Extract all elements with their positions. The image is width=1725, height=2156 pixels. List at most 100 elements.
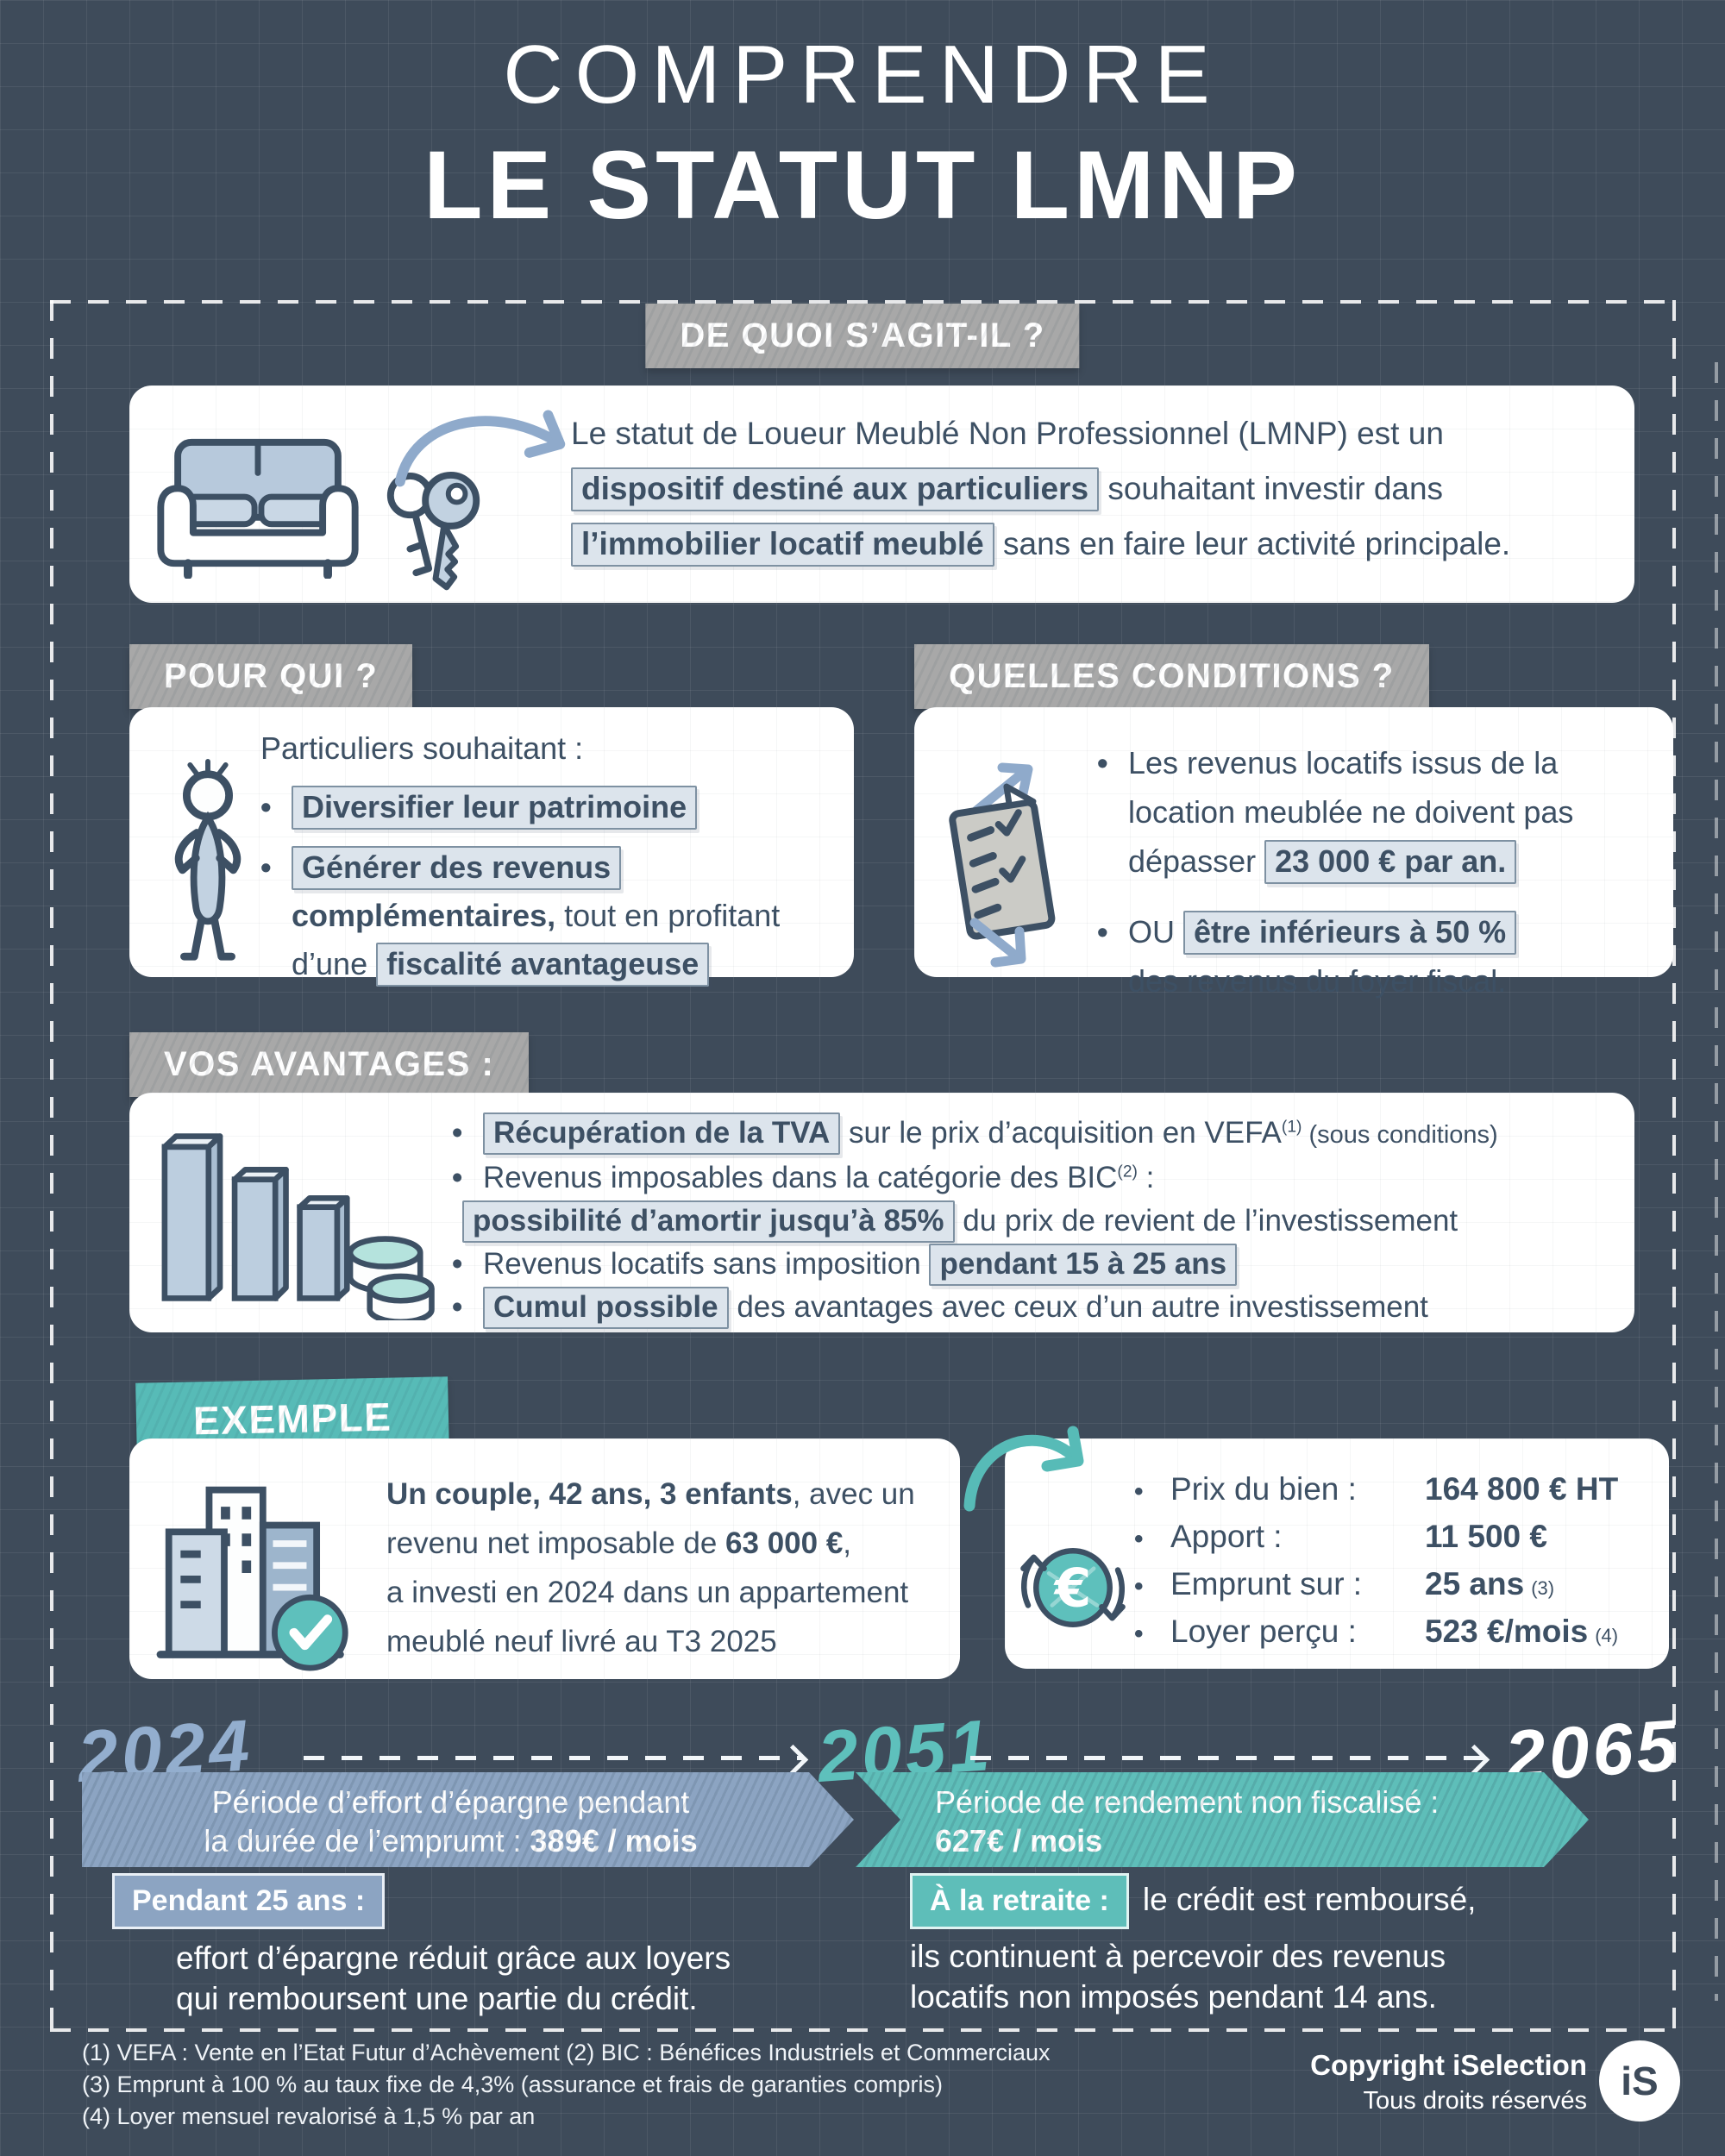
frame-left-dashed-line (50, 300, 53, 2030)
example-l2-pre: revenu net imposable de (386, 1526, 726, 1560)
example-line-3: a investi en 2024 dans un appartement (386, 1568, 915, 1617)
example-line-4: meublé neuf livré au T3 2025 (386, 1617, 915, 1666)
conditions-card: • Les revenus locatifs issus de la locati… (914, 707, 1673, 999)
row-value: 25 ans (1425, 1566, 1525, 1601)
adv-b1-rest: sur le prix d’acquisition en VEFA (840, 1116, 1282, 1150)
who-b2-pre: d’une (292, 946, 377, 981)
example-l1-rest: , avec un (792, 1477, 915, 1511)
who-bullet-2-line-3: d’une fiscalité avantageuse (260, 940, 780, 988)
teal-curved-arrow-icon (963, 1426, 1084, 1512)
advantages-card: • Récupération de la TVA sur le prix d’ac… (129, 1093, 1634, 1332)
footnote-1: (1) VEFA : Vente en l’Etat Futur d’Achèv… (82, 2040, 1051, 2065)
example-right-card: € • Prix du bien : 164 800 € HT • Apport : 1… (1005, 1438, 1669, 1669)
cond-bullet-2-line-2: des revenus du foyer fiscal. (1097, 956, 1573, 1006)
example-l1-bold: Un couple, 42 ans, 3 enfants (386, 1477, 793, 1511)
adv-highlight-1: Récupération de la TVA (483, 1112, 841, 1155)
adv-b2b-rest: du prix de revient de l’investissement (954, 1204, 1458, 1238)
section-label-who: POUR QUI ? (129, 644, 413, 709)
note2-row-1: À la retraite : le crédit est remboursé, (910, 1873, 1476, 1929)
cond-bullet-2-line-1: • OU être inférieurs à 50 % (1097, 907, 1573, 956)
buildings-check-icon (156, 1486, 348, 1671)
detail-row-emprunt: • Emprunt sur : 25 ans (3) (1134, 1566, 1625, 1614)
frame-right-dashed-line-2 (1715, 362, 1718, 2001)
bullet: • (1097, 745, 1108, 780)
who-b2-rest: tout en profitant (555, 898, 781, 933)
who-b2-bold: complémentaires, (292, 898, 556, 933)
adv-b3-pre: Revenus locatifs sans imposition (483, 1247, 930, 1281)
note-during-loan: Pendant 25 ans : effort d’épargne réduit… (112, 1873, 731, 2019)
bullet: • (1097, 914, 1108, 950)
cond-b1-pre: dépasser (1128, 843, 1265, 879)
note-retirement: À la retraite : le crédit est remboursé, … (910, 1873, 1476, 2017)
bullet: • (452, 1116, 463, 1150)
iselection-logo: iS (1599, 2040, 1680, 2122)
adv-bullet-2: • Revenus imposables dans la catégorie de… (452, 1156, 1498, 1200)
note2-line-3: locatifs non imposés pendant 14 ans. (910, 1979, 1437, 2015)
detail-row-price: • Prix du bien : 164 800 € HT (1134, 1471, 1625, 1519)
row-label: Emprunt sur : (1170, 1566, 1363, 1601)
euro-cycle-icon: € (1020, 1548, 1126, 1627)
example-line-1: Un couple, 42 ans, 3 enfants, avec un (386, 1470, 915, 1519)
bullet: • (1134, 1572, 1144, 1601)
bullet: • (452, 1290, 463, 1324)
euro-symbol: € (1053, 1557, 1092, 1619)
adv-b1-small: (sous conditions) (1302, 1121, 1498, 1149)
section-label-advantages: VOS AVANTAGES : (129, 1032, 530, 1097)
row-value: 164 800 € HT (1425, 1471, 1619, 1507)
sofa-icon (157, 438, 359, 579)
page-title: COMPRENDRE (503, 28, 1222, 121)
who-bullet-1: • Diversifier leur patrimoine (260, 783, 780, 831)
cond-highlight-2: être inférieurs à 50 % (1183, 911, 1517, 955)
section-label-about: DE QUOI S’AGIT-IL ? (645, 304, 1081, 368)
bullet: • (452, 1161, 463, 1194)
frame-top-dashed-line (50, 300, 1675, 304)
advantages-text: • Récupération de la TVA sur le prix d’ac… (452, 1112, 1498, 1329)
who-text: Particuliers souhaitant : • Diversifier l… (260, 724, 780, 988)
bullet: • (1134, 1525, 1144, 1553)
note2-line-1: le crédit est remboursé, (1142, 1882, 1477, 1917)
who-card: Particuliers souhaitant : • Diversifier l… (129, 707, 854, 987)
note1-badge: Pendant 25 ans : (112, 1873, 386, 1929)
who-highlight-1: Diversifier leur patrimoine (292, 786, 698, 830)
frame-right-dashed-line (1672, 300, 1676, 2030)
cond-highlight-1: 23 000 € par an. (1264, 840, 1517, 884)
cond-bullet-1-line-3: dépasser 23 000 € par an. (1097, 837, 1573, 886)
about-l1: Le statut de Loueur Meublé Non Professio… (571, 416, 1444, 451)
about-line-1: Le statut de Loueur Meublé Non Professio… (571, 406, 1510, 461)
bullet: • (260, 849, 272, 885)
cond-bullet-1-line-1: • Les revenus locatifs issus de la (1097, 738, 1573, 787)
copyright-line-1: Copyright iSelection (1310, 2049, 1587, 2081)
cond-b2-l2: des revenus du foyer fiscal. (1128, 963, 1507, 999)
logo-text: iS (1621, 2059, 1659, 2103)
yield-period-banner: Période de rendement non fiscalisé : 627… (856, 1772, 1589, 1867)
adv-highlight-2: possibilité d’amortir jusqu’à 85% (462, 1200, 955, 1243)
adv-b2: Revenus imposables dans la catégorie des… (483, 1161, 1118, 1194)
cond-b1-l2: location meublée ne doivent pas (1128, 794, 1574, 830)
adv-highlight-4: Cumul possible (483, 1287, 729, 1329)
cond-b2-pre: OU (1128, 914, 1184, 950)
banner2-line-1: Période de rendement non fiscalisé : (935, 1784, 1440, 1820)
banner1-l2-pre: la durée de l’emprumt : (204, 1823, 530, 1858)
who-highlight-2: Générer des revenus (292, 846, 622, 890)
spacer (1097, 886, 1573, 907)
savings-period-banner: Période d’effort d’épargne pendant la du… (82, 1772, 854, 1867)
who-intro-text: Particuliers souhaitant : (260, 730, 584, 766)
copyright: Copyright iSelection Tous droits réservé… (1310, 2049, 1587, 2115)
section-label-conditions: QUELLES CONDITIONS ? (914, 644, 1429, 709)
about-highlight-1: dispositif destiné aux particuliers (571, 467, 1100, 511)
row-sup: (3) (1531, 1577, 1555, 1599)
note1-line-2: qui remboursent une partie du crédit. (176, 1981, 698, 2016)
timeline-dashed-arrow-1 (304, 1756, 802, 1760)
about-l2-rest: souhaitant investir dans (1099, 471, 1444, 506)
about-line-2: dispositif destiné aux particuliers souh… (571, 461, 1510, 517)
row-label: Loyer perçu : (1170, 1614, 1357, 1649)
about-highlight-2: l’immobilier locatif meublé (571, 523, 994, 567)
adv-bullet-3: • Revenus locatifs sans imposition pendan… (452, 1243, 1498, 1286)
adv-footnote-ref-1: (1) (1281, 1118, 1302, 1137)
note2-badge: À la retraite : (910, 1873, 1129, 1929)
bullet: • (260, 789, 272, 824)
bar-chart-coins-icon (161, 1133, 435, 1320)
person-icon (174, 759, 242, 961)
who-highlight-3: fiscalité avantageuse (376, 943, 710, 987)
detail-row-loyer: • Loyer perçu : 523 €/mois (4) (1134, 1614, 1625, 1661)
